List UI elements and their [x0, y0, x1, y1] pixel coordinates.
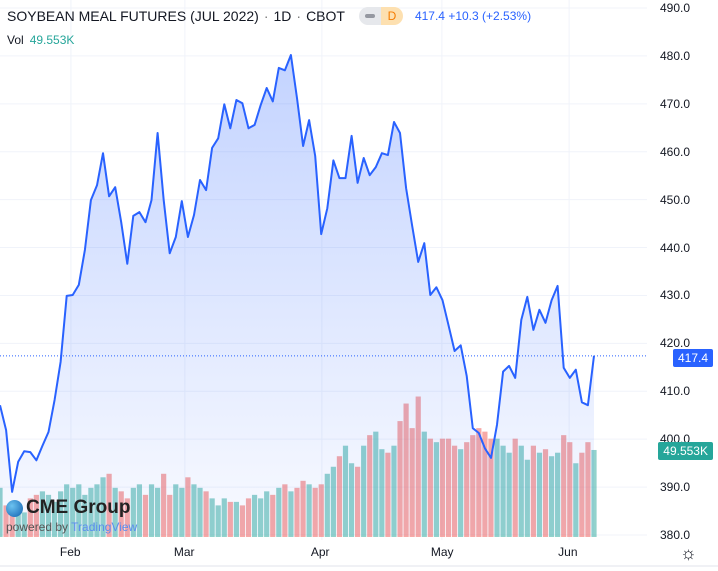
x-tick-label: Jun [558, 545, 578, 559]
x-tick-label: Mar [173, 545, 195, 559]
price-area [0, 55, 594, 535]
x-tick-label: May [430, 545, 454, 559]
price-line [0, 54, 595, 493]
y-tick-label: 490.0 [660, 1, 691, 15]
x-tick-label: Feb [59, 545, 81, 559]
symbol-title: SOYBEAN MEAL FUTURES (JUL 2022) [7, 8, 259, 24]
y-tick-label: 480.0 [660, 48, 691, 63]
y-tick-label: 390.0 [660, 480, 691, 495]
volume-legend: Vol 49.553K [7, 33, 74, 47]
powered-by: powered by [6, 520, 69, 534]
separator: · [263, 8, 269, 24]
y-tick-label: 440.0 [660, 240, 691, 255]
brand-name: CME Group [26, 497, 131, 518]
interval: 1D [273, 8, 292, 24]
price-change-pct: (+2.53%) [482, 9, 532, 23]
y-tick-label: 410.0 [660, 384, 691, 399]
globe-icon [6, 499, 23, 517]
x-tick-label: Apr [310, 545, 330, 559]
y-tick-label: 430.0 [660, 288, 691, 303]
volume-label: Vol [7, 33, 24, 47]
y-tick-label: 420.0 [660, 336, 691, 351]
y-tick-label: 470.0 [660, 96, 691, 111]
volume-value: 49.553K [29, 33, 75, 47]
cme-logo[interactable]: CME Group powered by TradingView [6, 497, 137, 534]
last-volume-tag: 49.553K [658, 442, 713, 460]
delayed-badge: D [380, 7, 403, 25]
y-tick-label: 380.0 [660, 528, 691, 542]
provider-name: TradingView [71, 520, 138, 534]
minus-icon [358, 7, 381, 25]
market-status-badge[interactable]: D [358, 7, 403, 25]
exchange: CBOT [306, 8, 345, 24]
settings-sun-icon[interactable]: ☼ [680, 543, 697, 563]
y-tick-label: 460.0 [660, 144, 691, 159]
last-price: 417.4 [414, 9, 445, 23]
separator: · [296, 8, 302, 24]
price-change: +10.3 [448, 9, 479, 23]
chart-header: SOYBEAN MEAL FUTURES (JUL 2022) · 1D · C… [7, 7, 531, 25]
quote: 417.4 +10.3 (+2.53%) [415, 9, 531, 23]
last-price-tag: 417.4 [672, 349, 713, 367]
y-tick-label: 450.0 [660, 192, 691, 207]
